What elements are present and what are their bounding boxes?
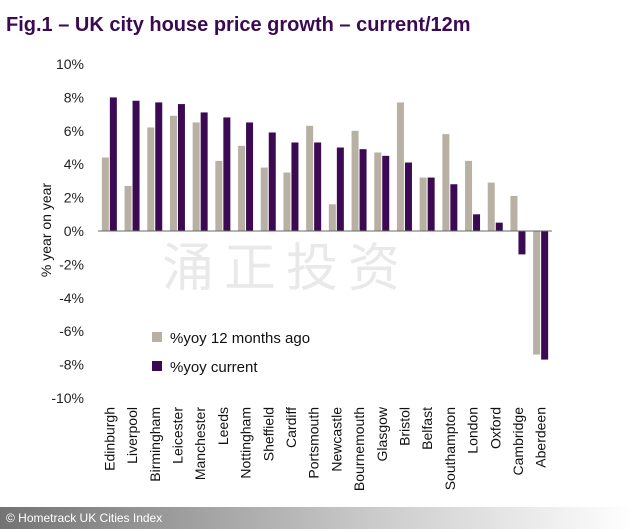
- bar-previous-edinburgh: [101, 157, 109, 231]
- x-category-label: Cambridge: [510, 407, 526, 476]
- x-category-label: Liverpool: [124, 407, 140, 464]
- source-credit: © Hometrack UK Cities Index: [6, 511, 163, 525]
- bar-previous-oxford: [487, 182, 495, 231]
- y-axis-title: % year on year: [38, 183, 54, 277]
- bar-previous-liverpool: [124, 185, 132, 231]
- bar-previous-aberdeen: [533, 231, 541, 355]
- bar-previous-leicester: [169, 115, 177, 231]
- bar-current-nottingham: [246, 122, 254, 231]
- bar-previous-southampton: [442, 134, 450, 231]
- x-category-label: Bristol: [396, 407, 412, 446]
- x-category-label: Birmingham: [147, 407, 163, 482]
- x-category-label: Oxford: [487, 407, 503, 449]
- x-category-label: Southampton: [442, 407, 458, 490]
- bar-previous-cambridge: [510, 195, 518, 231]
- bar-current-sheffield: [268, 132, 276, 231]
- y-tick-label: 6%: [64, 123, 84, 139]
- x-category-label: Newcastle: [328, 407, 344, 472]
- bar-previous-newcastle: [328, 204, 336, 231]
- bar-current-cardiff: [291, 142, 299, 231]
- x-category-label: Leeds: [215, 407, 231, 445]
- bar-current-portsmouth: [314, 142, 322, 231]
- legend-swatch-current: [152, 361, 162, 371]
- y-tick-label: 10%: [56, 56, 84, 72]
- watermark: 涌正投资: [162, 239, 410, 299]
- bar-previous-portsmouth: [306, 125, 314, 231]
- bar-current-bristol: [404, 162, 412, 231]
- x-category-label: Bournemouth: [351, 407, 367, 491]
- y-tick-label: -6%: [59, 323, 84, 339]
- bar-current-bournemouth: [359, 149, 367, 231]
- x-category-label: Nottingham: [238, 407, 254, 479]
- bar-current-belfast: [427, 177, 435, 231]
- bar-previous-cardiff: [283, 172, 291, 231]
- bar-current-manchester: [200, 112, 208, 231]
- legend: %yoy 12 months ago %yoy current: [152, 330, 310, 376]
- bar-previous-nottingham: [238, 145, 246, 231]
- x-category-label: Edinburgh: [101, 407, 117, 471]
- bar-previous-bristol: [396, 102, 404, 231]
- bar-current-oxford: [495, 222, 503, 231]
- bar-previous-bournemouth: [351, 130, 359, 231]
- source-bar: © Hometrack UK Cities Index: [0, 507, 634, 529]
- y-tick-label: -2%: [59, 256, 84, 272]
- y-tick-label: 0%: [64, 223, 84, 239]
- x-category-label: Aberdeen: [533, 407, 549, 468]
- legend-swatch-previous: [152, 332, 162, 342]
- y-tick-label: -8%: [59, 357, 84, 373]
- y-axis-ticks: 10% 8% 6% 4% 2% 0% -2% -4% -6% -8% -10%: [51, 56, 84, 406]
- bar-current-liverpool: [132, 100, 140, 232]
- bar-current-edinburgh: [109, 97, 117, 232]
- y-tick-label: 2%: [64, 190, 84, 206]
- bar-previous-london: [465, 160, 473, 231]
- y-tick-label: -4%: [59, 290, 84, 306]
- bar-current-leeds: [223, 117, 231, 231]
- bar-current-glasgow: [382, 155, 390, 231]
- x-category-label: Leicester: [169, 407, 185, 464]
- bar-current-london: [473, 214, 481, 231]
- bar-current-cambridge: [518, 231, 526, 255]
- chart-title: Fig.1 – UK city house price growth – cur…: [6, 14, 471, 36]
- x-category-label: Manchester: [192, 407, 208, 480]
- bar-previous-birmingham: [147, 127, 155, 231]
- y-tick-label: -10%: [51, 390, 84, 406]
- bar-current-birmingham: [155, 102, 163, 231]
- y-tick-label: 4%: [64, 156, 84, 172]
- bar-previous-leeds: [215, 160, 223, 231]
- x-category-label: Sheffield: [260, 407, 276, 461]
- x-category-label: London: [465, 407, 481, 454]
- bar-previous-belfast: [419, 177, 427, 231]
- bar-current-newcastle: [336, 147, 344, 231]
- bar-current-southampton: [450, 184, 458, 231]
- category-labels: Edinburgh Liverpool Birmingham Leicester Man…: [101, 406, 548, 491]
- legend-label-current: %yoy current: [170, 359, 258, 376]
- x-category-label: Belfast: [419, 407, 435, 450]
- x-category-label: Cardiff: [283, 407, 299, 448]
- bar-previous-manchester: [192, 122, 200, 231]
- x-category-label: Glasgow: [374, 406, 390, 461]
- bar-current-leicester: [177, 104, 185, 231]
- legend-label-previous: %yoy 12 months ago: [170, 330, 310, 347]
- bar-previous-glasgow: [374, 152, 382, 231]
- bar-previous-sheffield: [260, 167, 268, 231]
- y-tick-label: 8%: [64, 89, 84, 105]
- x-category-label: Portsmouth: [306, 407, 322, 479]
- bars: [101, 97, 549, 360]
- bar-current-aberdeen: [541, 231, 549, 360]
